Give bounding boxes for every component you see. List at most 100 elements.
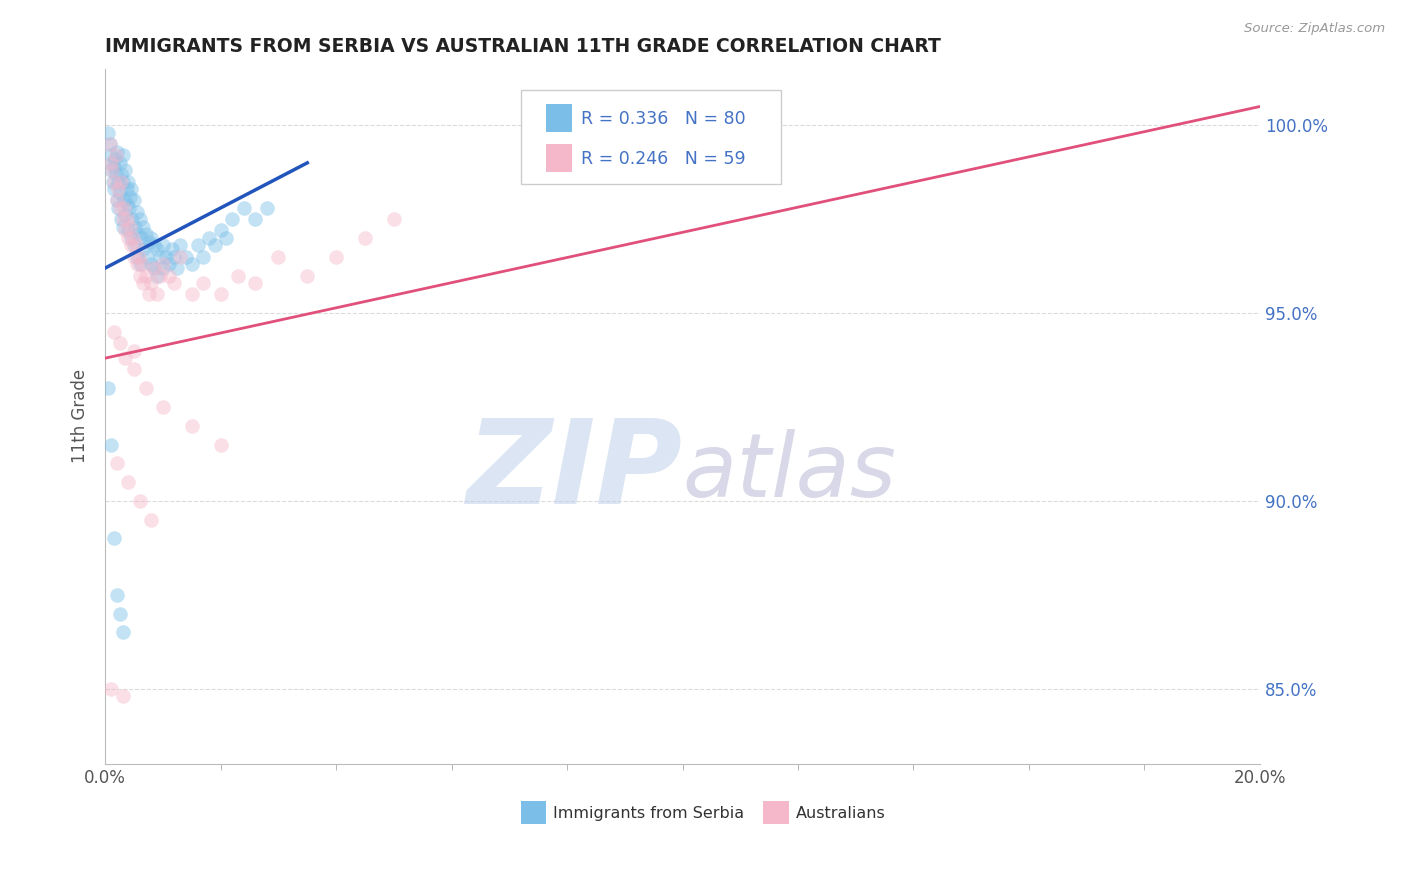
Point bbox=[114, 223, 136, 237]
FancyBboxPatch shape bbox=[547, 103, 572, 132]
Text: atlas: atlas bbox=[682, 429, 897, 515]
Text: Australians: Australians bbox=[796, 806, 886, 822]
Point bbox=[146, 287, 169, 301]
Point bbox=[132, 219, 155, 234]
Point bbox=[100, 163, 122, 178]
Point bbox=[180, 418, 202, 433]
Point bbox=[215, 231, 238, 245]
Point bbox=[114, 209, 136, 223]
Point bbox=[103, 325, 125, 339]
Point bbox=[107, 182, 129, 196]
Point bbox=[135, 250, 157, 264]
Point bbox=[143, 238, 166, 252]
Point bbox=[111, 148, 134, 162]
Point bbox=[157, 268, 180, 283]
Point bbox=[226, 268, 249, 283]
Point bbox=[108, 201, 131, 215]
Point bbox=[115, 182, 138, 196]
Point bbox=[118, 189, 141, 203]
FancyBboxPatch shape bbox=[520, 801, 547, 824]
Point bbox=[221, 212, 243, 227]
Point bbox=[127, 227, 149, 242]
Point bbox=[118, 219, 141, 234]
Point bbox=[114, 351, 136, 365]
Point bbox=[155, 250, 177, 264]
Point bbox=[232, 201, 254, 215]
Point bbox=[114, 163, 136, 178]
Point bbox=[169, 250, 191, 264]
Point bbox=[105, 194, 128, 208]
Point bbox=[149, 268, 172, 283]
Point bbox=[141, 257, 163, 271]
Point bbox=[117, 231, 139, 245]
Point bbox=[141, 231, 163, 245]
Point bbox=[112, 201, 135, 215]
Point bbox=[132, 276, 155, 290]
Point bbox=[157, 257, 180, 271]
Point bbox=[180, 257, 202, 271]
Point bbox=[125, 238, 148, 252]
Point bbox=[100, 156, 122, 170]
Point bbox=[125, 250, 148, 264]
Point bbox=[132, 242, 155, 256]
Point bbox=[245, 276, 267, 290]
Point bbox=[354, 231, 377, 245]
Point bbox=[118, 201, 141, 215]
Point bbox=[110, 175, 132, 189]
Point bbox=[141, 513, 163, 527]
Y-axis label: 11th Grade: 11th Grade bbox=[72, 369, 89, 464]
Point bbox=[111, 689, 134, 703]
Point bbox=[122, 362, 145, 376]
Point bbox=[174, 250, 197, 264]
Point bbox=[104, 148, 127, 162]
Text: Immigrants from Serbia: Immigrants from Serbia bbox=[553, 806, 744, 822]
Point bbox=[117, 175, 139, 189]
Point bbox=[146, 268, 169, 283]
Point bbox=[135, 268, 157, 283]
Point bbox=[125, 204, 148, 219]
Point bbox=[135, 227, 157, 242]
Point bbox=[125, 257, 148, 271]
Point bbox=[128, 268, 150, 283]
Point bbox=[152, 238, 174, 252]
Point bbox=[117, 223, 139, 237]
Point bbox=[131, 257, 153, 271]
Point bbox=[141, 276, 163, 290]
Point bbox=[100, 437, 122, 451]
Point bbox=[108, 156, 131, 170]
Point bbox=[100, 681, 122, 696]
Point bbox=[111, 212, 134, 227]
Text: IMMIGRANTS FROM SERBIA VS AUSTRALIAN 11TH GRADE CORRELATION CHART: IMMIGRANTS FROM SERBIA VS AUSTRALIAN 11T… bbox=[105, 37, 941, 56]
Text: ZIP: ZIP bbox=[467, 415, 682, 530]
Point bbox=[143, 260, 166, 275]
Point bbox=[117, 475, 139, 489]
Point bbox=[122, 343, 145, 358]
Point bbox=[180, 287, 202, 301]
Point bbox=[103, 160, 125, 174]
Point bbox=[297, 268, 319, 283]
Point bbox=[209, 287, 232, 301]
Point bbox=[122, 238, 145, 252]
Point bbox=[169, 238, 191, 252]
Point bbox=[111, 625, 134, 640]
Point bbox=[105, 145, 128, 159]
Point bbox=[325, 250, 347, 264]
Point bbox=[124, 219, 146, 234]
Point bbox=[187, 238, 209, 252]
Point bbox=[245, 212, 267, 227]
FancyBboxPatch shape bbox=[547, 144, 572, 171]
Point bbox=[256, 201, 278, 215]
Point bbox=[98, 137, 121, 152]
Point bbox=[104, 152, 127, 166]
Point bbox=[204, 238, 226, 252]
FancyBboxPatch shape bbox=[763, 801, 789, 824]
Point bbox=[121, 212, 143, 227]
Point bbox=[105, 588, 128, 602]
Text: Source: ZipAtlas.com: Source: ZipAtlas.com bbox=[1244, 22, 1385, 36]
Point bbox=[128, 250, 150, 264]
Point bbox=[152, 400, 174, 414]
Point bbox=[108, 186, 131, 200]
Text: R = 0.336   N = 80: R = 0.336 N = 80 bbox=[581, 110, 745, 128]
Point bbox=[129, 231, 152, 245]
Text: R = 0.246   N = 59: R = 0.246 N = 59 bbox=[581, 150, 745, 168]
